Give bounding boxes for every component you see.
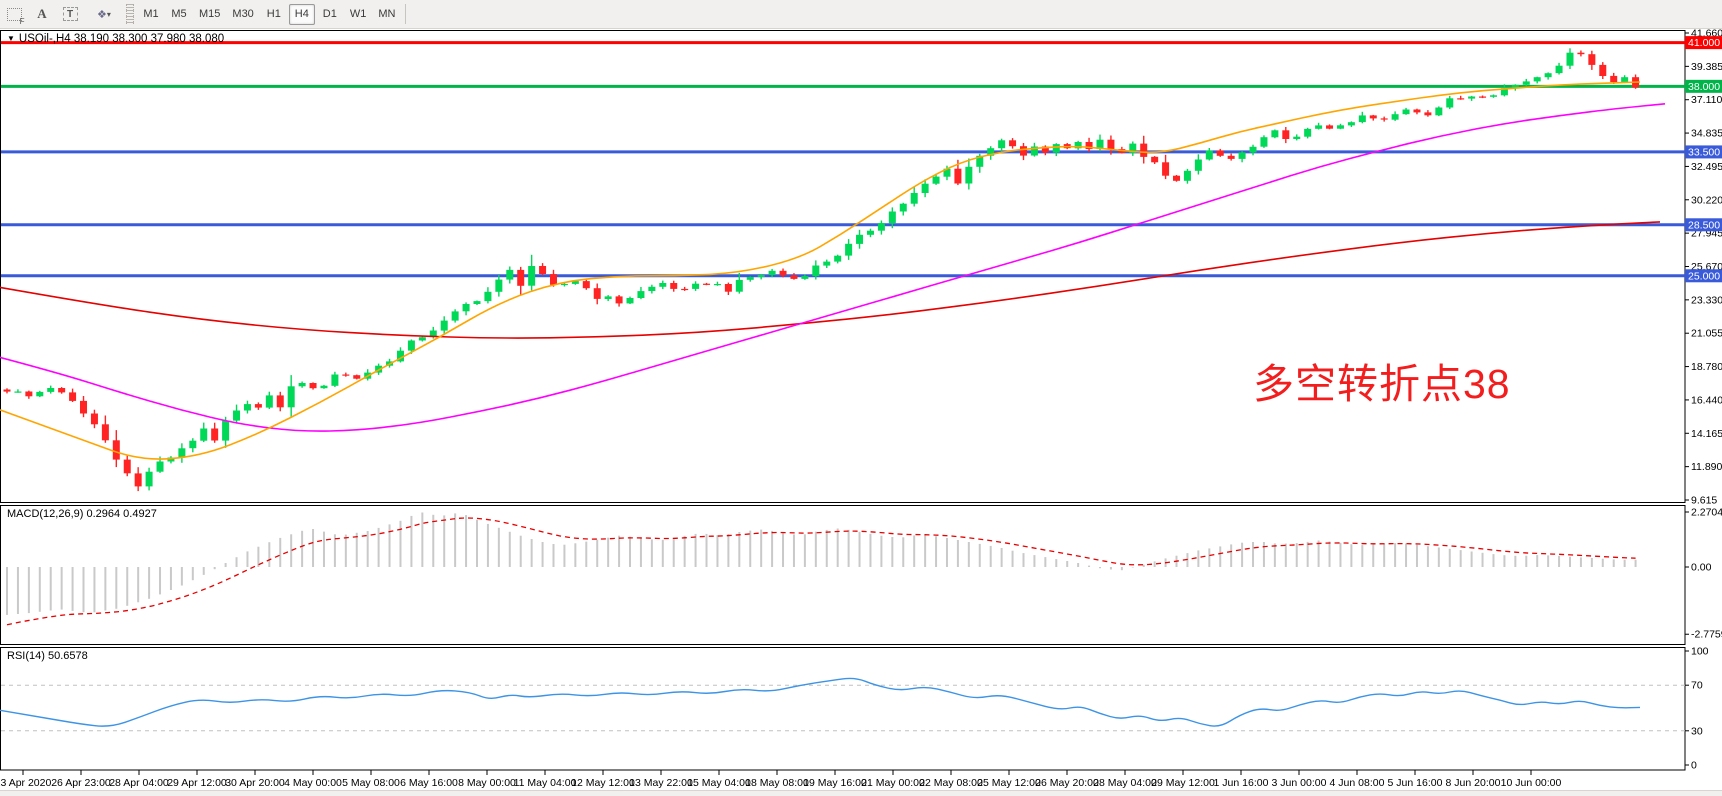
axis-tick-label: 21.055 (1691, 328, 1722, 340)
axis-tick-label: 30.220 (1691, 194, 1722, 206)
rsi-indicator-label: RSI(14) 50.6578 (7, 650, 88, 662)
window-bottom-edge (0, 790, 1722, 796)
time-axis-label: 13 May 22:00 (629, 777, 693, 789)
axis-tick-label: 39.385 (1691, 61, 1722, 73)
candlestick-series (3, 48, 1640, 492)
macd-histogram (6, 512, 1637, 615)
toolbar: F A T ❖ ▾ M1 M5 M15 M30 H1 H4 D1 W1 MN (0, 0, 1722, 29)
axis-tick-label: 34.835 (1691, 128, 1722, 140)
axis-tick-label: 100 (1691, 646, 1709, 658)
level-badge-33.500 (1685, 145, 1722, 159)
time-axis-label: 29 Apr 12:00 (167, 777, 227, 789)
ma-slow-line (0, 221, 1661, 339)
collapse-triangle-icon[interactable]: ▼ (7, 34, 15, 43)
chart-canvas[interactable]: 41.66039.38537.11034.83532.49530.22027.9… (0, 29, 1722, 796)
time-axis-label: 15 May 04:00 (687, 777, 751, 789)
timeframe-button-m5[interactable]: M5 (171, 8, 187, 20)
text-label-icon: T (62, 7, 78, 21)
level-badge-25.000 (1685, 269, 1722, 283)
axis-tick-label: 0.00 (1691, 562, 1712, 574)
price-panel (0, 30, 1686, 503)
timeframe-button-m1[interactable]: M1 (143, 8, 159, 20)
timeframe-button-h4[interactable]: H4 (288, 3, 315, 25)
time-axis-label: 1 Jun 16:00 (1214, 777, 1269, 789)
text-label-tool-button[interactable]: T (57, 3, 83, 25)
axis-tick-label: 9.615 (1691, 494, 1717, 506)
timeframe-button-h1[interactable]: H1 (266, 8, 281, 20)
axis-tick-label: 11.890 (1691, 461, 1722, 473)
level-badge-label: 38.000 (1688, 81, 1720, 93)
axis-tick-label: 18.780 (1691, 361, 1722, 373)
text-tool-button[interactable]: A (29, 3, 55, 25)
ma-mid-line (0, 103, 1666, 432)
toolbar-grip[interactable] (126, 4, 134, 24)
time-axis-label: 4 Jun 08:00 (1330, 777, 1385, 789)
chart-annotation-text[interactable]: 多空转折点38 (1253, 361, 1511, 407)
level-badge-41.000 (1685, 36, 1722, 50)
chevron-down-icon: ▾ (106, 9, 111, 19)
axis-tick-label: 23.330 (1691, 294, 1722, 306)
time-axis-label: 3 Jun 00:00 (1272, 777, 1327, 789)
rsi-line (0, 677, 1641, 727)
time-axis-label: 21 May 00:00 (861, 777, 925, 789)
time-axis-label: 30 Apr 20:00 (225, 777, 285, 789)
rsi-panel (0, 647, 1686, 771)
chart-symbol-title: ▼ USOil-,H4 38.190 38.300 37.980 38.080 (7, 33, 225, 45)
level-badge-label: 25.000 (1688, 270, 1720, 282)
time-axis-label: 22 May 08:00 (919, 777, 983, 789)
axis-tick-label: 30 (1691, 725, 1703, 737)
text-icon: A (37, 6, 47, 21)
timeframe-button-m15[interactable]: M15 (199, 8, 221, 20)
time-axis-label: 11 May 04:00 (514, 777, 577, 789)
axis-tick-label: 41.660 (1691, 29, 1722, 40)
time-axis-label: 25 May 12:00 (977, 777, 1041, 789)
axis-tick-label: 70 (1691, 680, 1703, 692)
fibonacci-icon: F (6, 7, 25, 26)
time-axis-label: 8 Jun 20:00 (1446, 777, 1501, 789)
time-axis-label: 28 May 04:00 (1093, 777, 1157, 789)
time-axis-label: 12 May 12:00 (571, 777, 635, 789)
timeframe-button-group: M1 M5 M15 M30 H1 H4 D1 W1 MN (137, 3, 401, 25)
timeframe-button-mn[interactable]: MN (378, 8, 396, 20)
axis-tick-label: 2.2704 (1691, 507, 1722, 519)
axis-tick-label: 14.165 (1691, 428, 1722, 440)
time-axis-label: 26 Apr 23:00 (51, 777, 111, 789)
time-axis-label: 4 May 00:00 (284, 777, 342, 789)
time-axis-label: 5 Jun 16:00 (1388, 777, 1443, 789)
time-axis-label: 23 Apr 2020 (0, 777, 51, 789)
level-badge-label: 28.500 (1688, 219, 1720, 231)
axis-tick-label: 32.495 (1691, 161, 1722, 173)
level-badge-38.000 (1685, 79, 1722, 93)
fibonacci-tool-button[interactable]: F (1, 3, 27, 26)
arrows-tool-button[interactable]: ❖ ▾ (85, 3, 123, 25)
axis-tick-label: 37.110 (1691, 94, 1722, 106)
time-axis-label: 10 Jun 00:00 (1501, 777, 1562, 789)
ma-fast-line (0, 81, 1641, 460)
time-axis-label: 18 May 08:00 (745, 777, 809, 789)
macd-indicator-label: MACD(12,26,9) 0.2964 0.4927 (7, 508, 157, 520)
time-axis-label: 26 May 20:00 (1035, 777, 1099, 789)
level-badge-label: 33.500 (1688, 146, 1720, 158)
time-axis-label: 5 May 08:00 (342, 777, 400, 789)
time-axis-label: 29 May 12:00 (1151, 777, 1215, 789)
timeframe-button-m30[interactable]: M30 (232, 8, 254, 20)
time-axis-label: 6 May 16:00 (400, 777, 458, 789)
axis-tick-label: -2.7759 (1691, 629, 1722, 641)
toolbar-separator (405, 4, 407, 24)
macd-panel (0, 505, 1686, 645)
arrows-icon: ❖ (97, 8, 107, 21)
timeframe-button-d1[interactable]: D1 (322, 8, 337, 20)
time-axis-label: 19 May 16:00 (803, 777, 867, 789)
macd-signal-line (6, 517, 1636, 626)
axis-tick-label: 0 (1691, 760, 1697, 772)
time-axis-label: 8 May 00:00 (458, 777, 516, 789)
level-badge-28.500 (1685, 218, 1722, 232)
timeframe-button-w1[interactable]: W1 (349, 8, 367, 20)
axis-tick-label: 16.440 (1691, 394, 1722, 406)
level-badge-label: 41.000 (1688, 37, 1720, 49)
time-axis-label: 28 Apr 04:00 (109, 777, 169, 789)
